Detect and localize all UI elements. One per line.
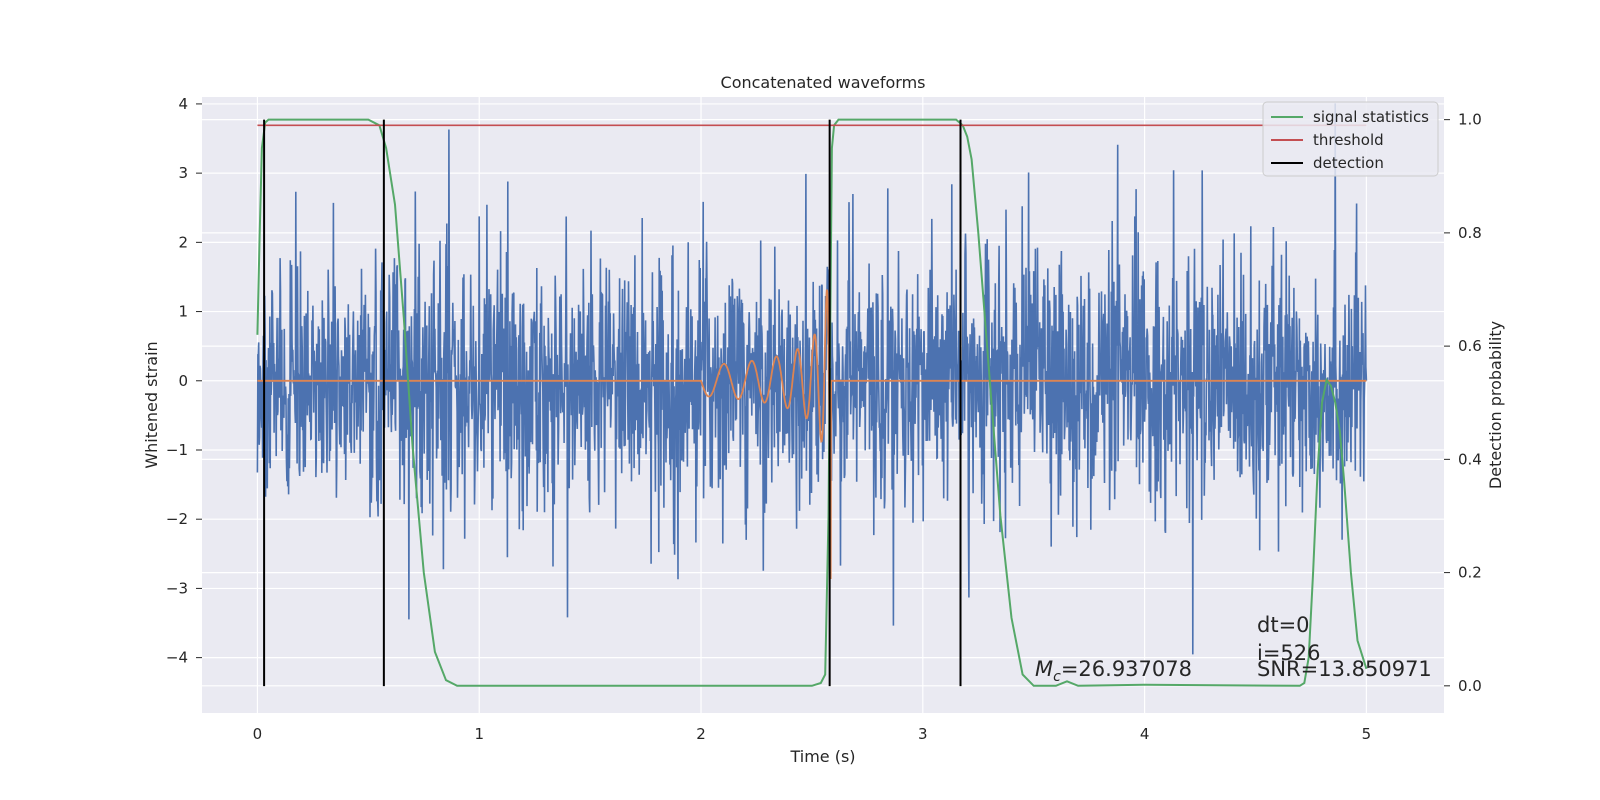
- signal-statistics-series: [256, 118, 1368, 687]
- y-axis-label: Whitened strain: [142, 341, 161, 468]
- annotation-snr: SNR=13.850971: [1257, 657, 1432, 681]
- legend-label: threshold: [1313, 131, 1384, 149]
- x-tick-label: 1: [474, 725, 484, 743]
- annotation-dt: dt=0: [1257, 613, 1310, 637]
- waveform-series: [257, 289, 1367, 580]
- chart-title: Concatenated waveforms: [721, 73, 926, 92]
- y2-tick-label: 0.0: [1458, 677, 1482, 695]
- detection-lines: [263, 119, 962, 687]
- y2-tick-label: 0.8: [1458, 224, 1482, 242]
- y-tick-label: 1: [178, 303, 188, 321]
- x-tick-label: 0: [253, 725, 263, 743]
- y2-tick-label: 0.2: [1458, 564, 1482, 582]
- y-tick-label: −1: [166, 441, 188, 459]
- legend-label: detection: [1313, 154, 1384, 172]
- x-axis-label: Time (s): [789, 747, 855, 766]
- y-tick-label: −3: [166, 579, 188, 597]
- legend: signal statistics threshold detection: [1262, 101, 1439, 177]
- y-axis-ticks: −4 −3 −2 −1 0 1 2 3 4: [166, 95, 202, 667]
- y2-tick-label: 1.0: [1458, 111, 1482, 129]
- y2-axis-label: Detection probability: [1486, 321, 1505, 489]
- x-axis-ticks: 0 1 2 3 4 5: [253, 725, 1371, 743]
- annotation-index: i=526: [1257, 641, 1321, 665]
- y2-tick-label: 0.4: [1458, 450, 1482, 468]
- x-tick-label: 3: [918, 725, 928, 743]
- legend-label: signal statistics: [1313, 108, 1429, 126]
- x-tick-label: 5: [1362, 725, 1372, 743]
- legend-box: [1262, 101, 1439, 177]
- y-tick-label: 0: [178, 372, 188, 390]
- y-tick-label: −4: [166, 649, 188, 667]
- y-tick-label: 4: [178, 95, 188, 113]
- y-tick-label: 3: [178, 164, 188, 182]
- x-tick-label: 4: [1140, 725, 1150, 743]
- y2-tick-label: 0.6: [1458, 337, 1482, 355]
- annotation-mc: Mc=26.937078: [1035, 657, 1192, 685]
- y-tick-label: 2: [178, 233, 188, 251]
- x-tick-label: 2: [696, 725, 706, 743]
- y-tick-label: −2: [166, 510, 188, 528]
- y2-axis-ticks: 0.0 0.2 0.4 0.6 0.8 1.0: [1444, 111, 1482, 695]
